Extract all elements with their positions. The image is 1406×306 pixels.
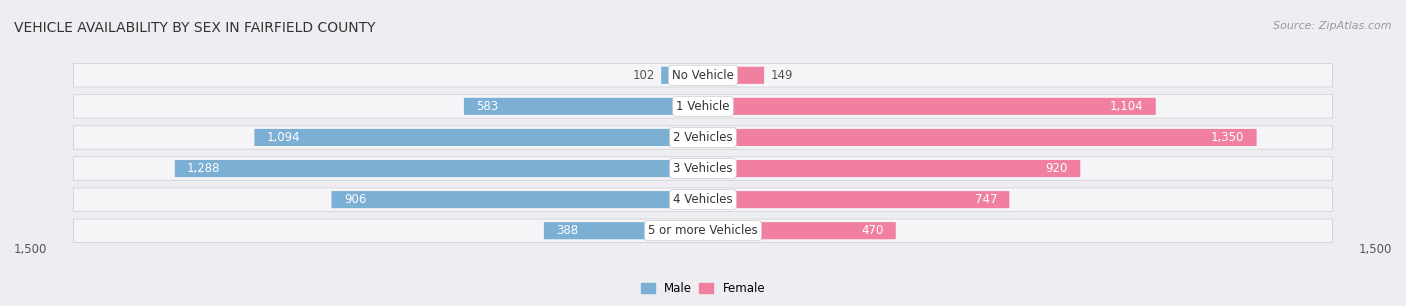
FancyBboxPatch shape	[703, 129, 1257, 146]
Legend: Male, Female: Male, Female	[636, 278, 770, 300]
FancyBboxPatch shape	[75, 64, 1331, 87]
FancyBboxPatch shape	[254, 129, 703, 146]
Text: 1 Vehicle: 1 Vehicle	[676, 100, 730, 113]
Text: 1,500: 1,500	[1358, 244, 1392, 256]
FancyBboxPatch shape	[75, 126, 1331, 149]
Text: 149: 149	[770, 69, 793, 82]
FancyBboxPatch shape	[703, 222, 896, 239]
Text: 1,104: 1,104	[1109, 100, 1143, 113]
Text: 388: 388	[557, 224, 578, 237]
FancyBboxPatch shape	[544, 222, 703, 239]
Text: 102: 102	[633, 69, 655, 82]
FancyBboxPatch shape	[661, 67, 703, 84]
FancyBboxPatch shape	[332, 191, 703, 208]
FancyBboxPatch shape	[73, 156, 1333, 181]
FancyBboxPatch shape	[75, 95, 1331, 118]
FancyBboxPatch shape	[73, 218, 1333, 243]
Text: Source: ZipAtlas.com: Source: ZipAtlas.com	[1274, 21, 1392, 32]
FancyBboxPatch shape	[73, 63, 1333, 88]
FancyBboxPatch shape	[703, 98, 1156, 115]
FancyBboxPatch shape	[73, 188, 1333, 212]
Text: 3 Vehicles: 3 Vehicles	[673, 162, 733, 175]
Text: VEHICLE AVAILABILITY BY SEX IN FAIRFIELD COUNTY: VEHICLE AVAILABILITY BY SEX IN FAIRFIELD…	[14, 21, 375, 35]
Text: 906: 906	[343, 193, 366, 206]
FancyBboxPatch shape	[75, 157, 1331, 180]
Text: 1,350: 1,350	[1211, 131, 1244, 144]
FancyBboxPatch shape	[464, 98, 703, 115]
FancyBboxPatch shape	[703, 160, 1080, 177]
FancyBboxPatch shape	[703, 67, 763, 84]
Text: 470: 470	[860, 224, 883, 237]
Text: 2 Vehicles: 2 Vehicles	[673, 131, 733, 144]
Text: No Vehicle: No Vehicle	[672, 69, 734, 82]
FancyBboxPatch shape	[73, 94, 1333, 118]
FancyBboxPatch shape	[174, 160, 703, 177]
Text: 920: 920	[1046, 162, 1069, 175]
FancyBboxPatch shape	[75, 188, 1331, 211]
Text: 4 Vehicles: 4 Vehicles	[673, 193, 733, 206]
Text: 1,288: 1,288	[187, 162, 221, 175]
Text: 747: 747	[974, 193, 997, 206]
Text: 583: 583	[477, 100, 498, 113]
Text: 1,500: 1,500	[14, 244, 48, 256]
FancyBboxPatch shape	[75, 219, 1331, 242]
Text: 5 or more Vehicles: 5 or more Vehicles	[648, 224, 758, 237]
FancyBboxPatch shape	[703, 191, 1010, 208]
FancyBboxPatch shape	[73, 125, 1333, 150]
Text: 1,094: 1,094	[267, 131, 301, 144]
